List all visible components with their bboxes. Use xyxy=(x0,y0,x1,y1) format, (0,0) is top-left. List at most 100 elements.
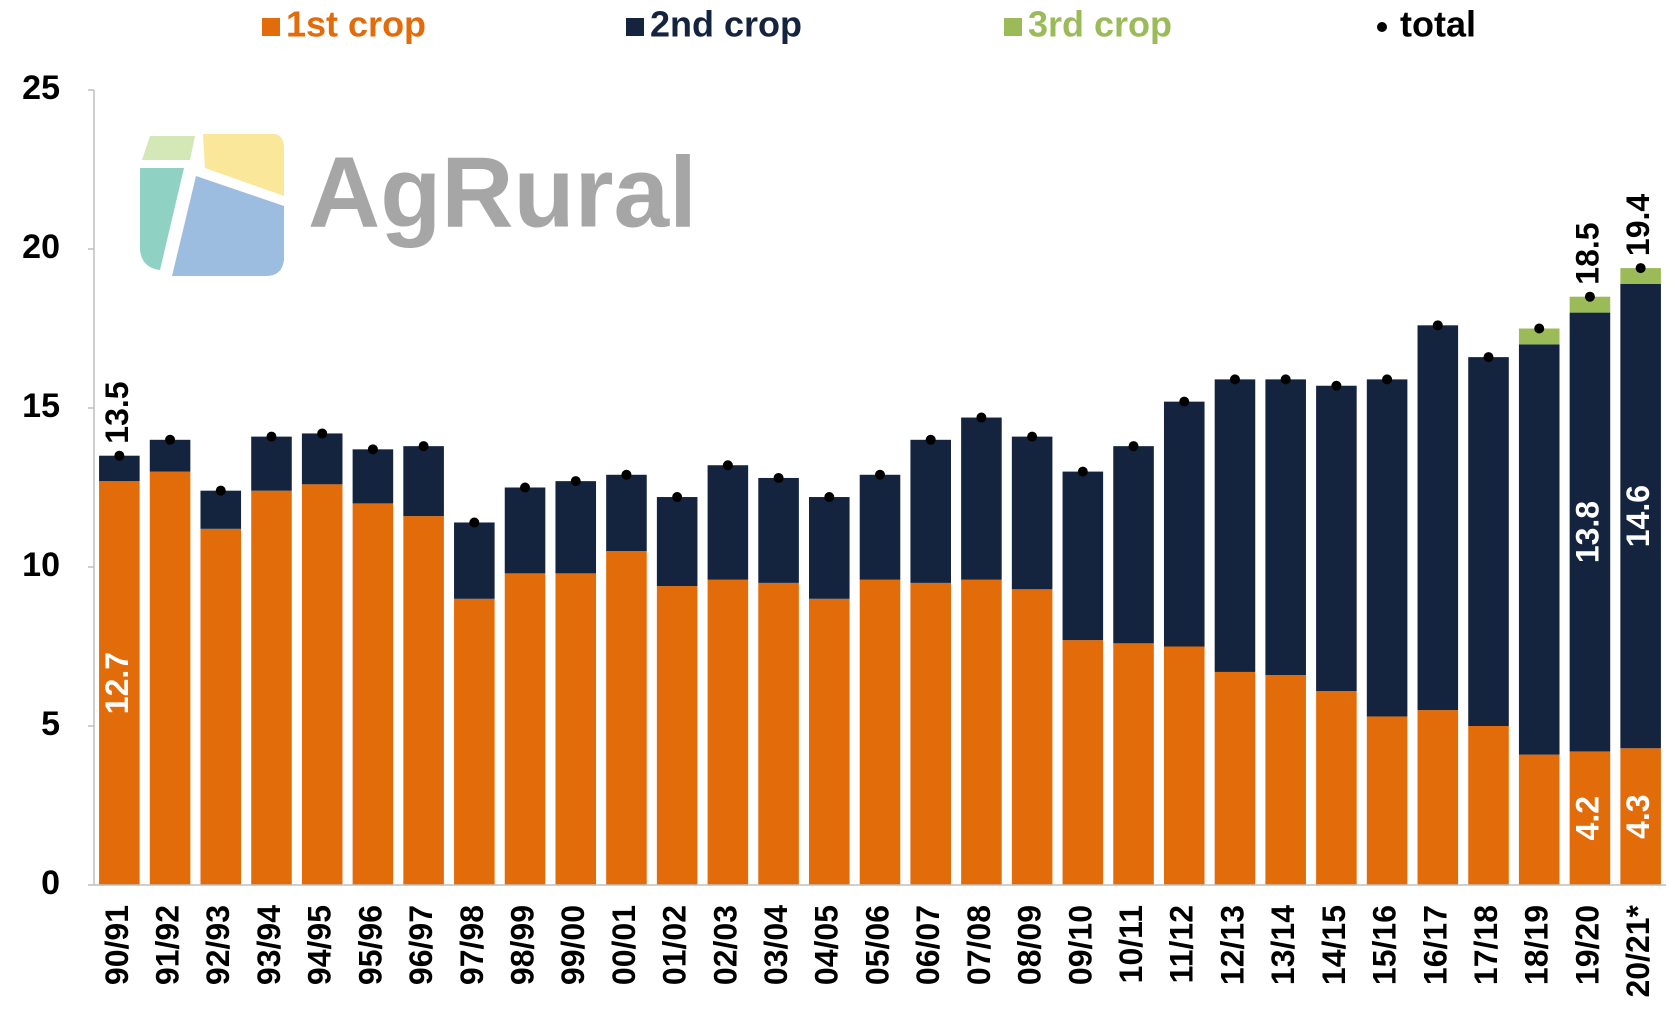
x-tick-label: 90/91 xyxy=(99,905,135,985)
bar-segment xyxy=(1214,671,1256,885)
bar-segment xyxy=(403,516,444,885)
x-tick-label: 06/07 xyxy=(910,905,946,985)
bar-segment xyxy=(1163,646,1205,885)
x-tick-label: 96/97 xyxy=(403,905,439,985)
total-dot xyxy=(722,460,733,471)
bar-segment xyxy=(352,449,394,504)
bar-segment xyxy=(1113,446,1154,644)
bar-segment xyxy=(1316,691,1357,885)
legend-label: 1st crop xyxy=(286,4,426,45)
logo-shape xyxy=(140,168,184,270)
data-label: 14.6 xyxy=(1620,485,1656,547)
bar-segment xyxy=(758,582,799,885)
total-dot xyxy=(520,482,531,493)
bar-segment xyxy=(555,573,597,885)
total-dot xyxy=(1179,396,1190,407)
data-label: 13.5 xyxy=(99,381,135,443)
x-tick-label: 01/02 xyxy=(657,905,693,985)
x-tick-label: 98/99 xyxy=(504,905,540,985)
total-dot xyxy=(976,412,987,423)
total-dot xyxy=(1483,352,1494,363)
total-dot xyxy=(875,469,885,480)
bar-segment xyxy=(1366,716,1408,885)
legend-marker xyxy=(1004,18,1022,36)
bar-segment xyxy=(555,481,597,574)
bar-segment xyxy=(352,503,394,885)
bar-segment xyxy=(301,433,343,485)
bar-segment xyxy=(1417,325,1459,711)
bar-segment xyxy=(1214,379,1256,672)
x-tick-label: 16/17 xyxy=(1417,905,1453,985)
total-dot xyxy=(367,444,378,455)
logo-text: AgRural xyxy=(308,136,697,248)
legend-label: total xyxy=(1400,4,1476,45)
total-dot xyxy=(266,431,277,442)
bar-segment xyxy=(910,582,951,885)
bar-segment xyxy=(910,439,951,583)
x-tick-label: 91/92 xyxy=(150,905,186,985)
y-tick-label: 20 xyxy=(22,228,60,266)
bar-segment xyxy=(1468,726,1509,885)
bar-segment xyxy=(809,598,850,885)
legend-marker xyxy=(1377,22,1387,32)
y-tick-label: 5 xyxy=(41,705,60,743)
data-label: 19.4 xyxy=(1620,194,1656,256)
bar-segment xyxy=(200,490,242,529)
x-tick-label: 17/18 xyxy=(1468,905,1504,985)
x-tick-label: 05/06 xyxy=(859,905,895,985)
x-tick-label: 03/04 xyxy=(758,905,794,985)
total-dot xyxy=(824,492,835,503)
total-dot xyxy=(1331,380,1342,391)
total-dot xyxy=(1280,374,1291,385)
bar-segment xyxy=(1366,379,1408,717)
data-label: 18.5 xyxy=(1569,222,1605,284)
bar-segment xyxy=(504,573,546,885)
x-tick-label: 00/01 xyxy=(606,905,642,985)
bar-segment xyxy=(707,465,749,580)
bar-segment xyxy=(1316,385,1357,692)
x-tick-label: 94/95 xyxy=(302,905,338,985)
x-tick-label: 02/03 xyxy=(707,905,743,985)
logo-shape xyxy=(142,136,195,160)
bar-segment xyxy=(859,579,901,885)
total-dot xyxy=(570,476,581,487)
x-tick-label: 97/98 xyxy=(454,905,490,985)
total-dot xyxy=(1027,431,1038,442)
bar-segment xyxy=(1620,268,1661,284)
total-dot xyxy=(469,517,480,528)
x-tick-label: 15/16 xyxy=(1367,905,1403,985)
x-tick-label: 11/12 xyxy=(1164,905,1200,983)
legend-label: 2nd crop xyxy=(650,4,802,45)
total-dot xyxy=(1635,263,1646,274)
y-tick-label: 15 xyxy=(22,387,60,425)
y-tick-label: 10 xyxy=(22,546,60,584)
x-tick-label: 07/08 xyxy=(961,905,997,985)
bar-segment xyxy=(1265,379,1306,676)
bar-segment xyxy=(200,528,242,885)
bar-segment xyxy=(656,586,698,885)
bar-segment xyxy=(1011,436,1053,590)
bar-segment xyxy=(1468,357,1509,726)
logo-shape xyxy=(172,176,284,276)
bar-segment xyxy=(1113,643,1154,885)
data-label: 4.3 xyxy=(1620,794,1656,838)
logo: AgRural xyxy=(140,134,697,276)
total-dot xyxy=(1077,466,1088,477)
data-label: 12.7 xyxy=(99,652,135,714)
x-tick-label: 92/93 xyxy=(200,905,236,985)
total-dot xyxy=(672,492,683,503)
bar-segment xyxy=(1518,344,1560,755)
bar-segment xyxy=(1620,748,1661,885)
data-label: 13.8 xyxy=(1569,501,1605,563)
total-dot xyxy=(114,450,125,461)
x-tick-label: 99/00 xyxy=(555,905,591,985)
bar-segment xyxy=(656,497,698,587)
bar-segment xyxy=(809,497,850,599)
x-tick-label: 19/20 xyxy=(1569,905,1605,985)
bar-segment xyxy=(1569,751,1611,885)
bar-segment xyxy=(1620,283,1661,749)
bar-segment xyxy=(454,598,495,885)
x-tick-label: 95/96 xyxy=(352,905,388,985)
total-dot xyxy=(773,472,784,483)
y-tick-label: 25 xyxy=(22,69,60,107)
